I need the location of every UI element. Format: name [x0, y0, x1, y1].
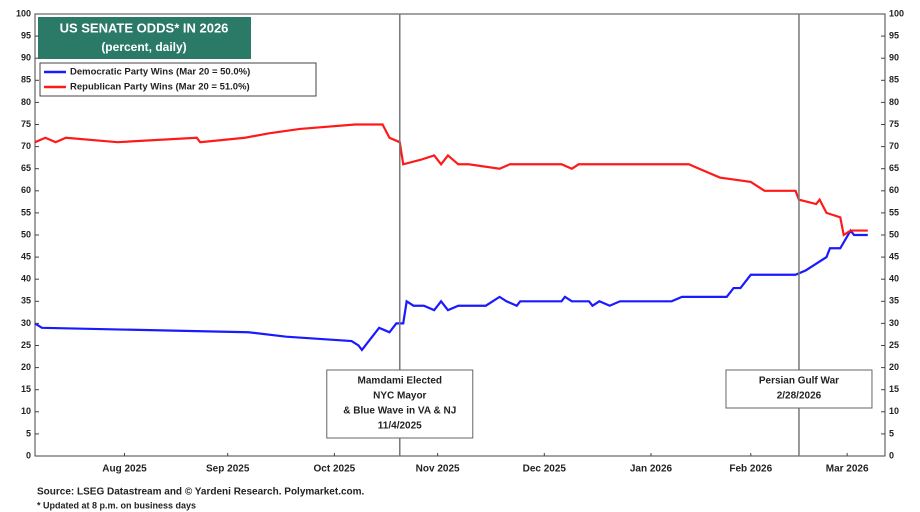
y-tick-label: 65	[21, 163, 31, 173]
y2-tick-label: 30	[889, 318, 899, 328]
y-tick-label: 5	[26, 428, 31, 438]
y-tick-label: 40	[21, 274, 31, 284]
y2-tick-label: 20	[889, 362, 899, 372]
y2-tick-label: 80	[889, 97, 899, 107]
title-box	[38, 17, 251, 59]
annotation-text: 2/28/2026	[777, 391, 822, 402]
y-tick-label: 25	[21, 340, 31, 350]
y2-tick-label: 35	[889, 296, 899, 306]
x-tick-label: Aug 2025	[102, 464, 147, 475]
y-tick-label: 55	[21, 207, 31, 217]
y2-tick-label: 15	[889, 384, 899, 394]
y-tick-label: 80	[21, 97, 31, 107]
x-tick-label: Jan 2026	[630, 464, 673, 475]
y2-tick-label: 5	[889, 428, 894, 438]
annotation-text: Mamdami Elected	[358, 376, 442, 387]
y2-tick-label: 90	[889, 53, 899, 63]
annotation-box	[725, 369, 873, 409]
y-tick-label: 15	[21, 384, 31, 394]
y-tick-label: 100	[16, 8, 31, 18]
y2-tick-label: 75	[889, 119, 899, 129]
y2-tick-label: 25	[889, 340, 899, 350]
y-tick-label: 85	[21, 75, 31, 85]
y-tick-label: 90	[21, 53, 31, 63]
annotation-text: & Blue Wave in VA & NJ	[343, 406, 456, 417]
x-tick-label: Sep 2025	[206, 464, 250, 475]
y-tick-label: 0	[26, 450, 31, 460]
y2-tick-label: 0	[889, 450, 894, 460]
y-tick-label: 50	[21, 229, 31, 239]
legend	[39, 62, 317, 97]
y-tick-label: 30	[21, 318, 31, 328]
y2-tick-label: 45	[889, 251, 899, 261]
annotation-text: 11/4/2025	[378, 421, 422, 432]
y2-tick-label: 70	[889, 141, 899, 151]
y2-tick-label: 50	[889, 229, 899, 239]
x-tick-label: Mar 2026	[826, 464, 869, 475]
source: Source: LSEG Datastream and © Yardeni Re…	[37, 487, 365, 498]
series-line	[34, 228, 868, 352]
chart-subtitle: (percent, daily)	[101, 40, 186, 54]
y2-tick-label: 55	[889, 207, 899, 217]
y2-tick-label: 60	[889, 185, 899, 195]
annotation-text: NYC Mayor	[373, 391, 426, 402]
y-tick-label: 95	[21, 30, 31, 40]
y-tick-label: 35	[21, 296, 31, 306]
y2-tick-label: 100	[889, 8, 904, 18]
y2-tick-label: 40	[889, 274, 899, 284]
series-line	[34, 123, 868, 237]
y-tick-label: 45	[21, 251, 31, 261]
y-tick-label: 20	[21, 362, 31, 372]
y2-tick-label: 85	[889, 75, 899, 85]
y2-tick-label: 95	[889, 30, 899, 40]
x-tick-label: Feb 2026	[729, 464, 772, 475]
y-tick-label: 10	[21, 406, 31, 416]
chart-title: US SENATE ODDS* IN 2026	[60, 20, 229, 35]
y-tick-label: 60	[21, 185, 31, 195]
y2-tick-label: 10	[889, 406, 899, 416]
annotation-text: Persian Gulf War	[759, 376, 839, 387]
x-tick-label: Nov 2025	[416, 464, 460, 475]
legend-label: Republican Party Wins (Mar 20 = 51.0%)	[70, 82, 250, 93]
x-tick-label: Oct 2025	[314, 464, 356, 475]
y-tick-label: 70	[21, 141, 31, 151]
y-tick-label: 75	[21, 119, 31, 129]
x-tick-label: Dec 2025	[523, 464, 567, 475]
annotation-box	[326, 369, 474, 439]
footnote: * Updated at 8 p.m. on business days	[37, 500, 196, 510]
legend-label: Democratic Party Wins (Mar 20 = 50.0%)	[70, 67, 250, 78]
y2-tick-label: 65	[889, 163, 899, 173]
